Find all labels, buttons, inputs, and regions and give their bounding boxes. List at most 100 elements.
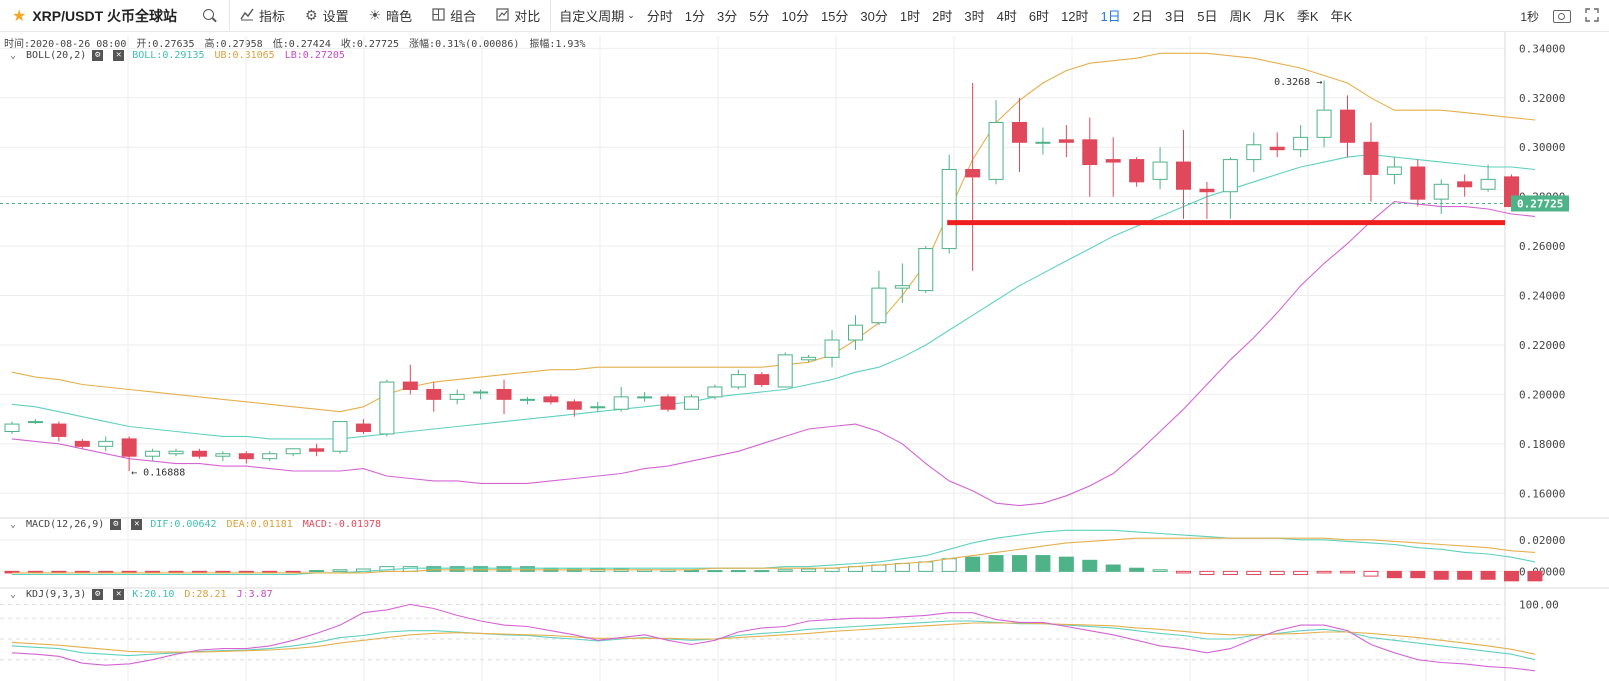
period-tab[interactable]: 12时: [1061, 9, 1089, 24]
candle-down: [1082, 139, 1098, 166]
macd-bar-positive: [777, 569, 793, 572]
period-tab[interactable]: 年K: [1330, 9, 1353, 24]
period-tab[interactable]: 10分: [781, 9, 809, 24]
compare-button[interactable]: 对比: [486, 0, 550, 32]
price-tick-label: 0.18000: [1519, 438, 1565, 451]
combo-button[interactable]: 组合: [422, 0, 486, 32]
period-tab[interactable]: 1时: [899, 9, 921, 24]
period-tab[interactable]: 月K: [1263, 9, 1285, 24]
candle-down: [965, 168, 981, 178]
period-tab[interactable]: 5分: [749, 9, 770, 24]
period-tab[interactable]: 1分: [684, 9, 706, 24]
candle-up: [4, 423, 20, 432]
macd-bar-negative: [1480, 570, 1496, 580]
candle-down: [1363, 141, 1379, 175]
candle-down: [1011, 122, 1027, 143]
macd-bar-positive: [707, 570, 723, 573]
candle-up: [918, 248, 934, 292]
period-tab[interactable]: 2时: [932, 9, 953, 24]
gear-icon: ⚙: [305, 7, 318, 23]
collapse-chevron-icon[interactable]: ⌄: [10, 589, 17, 600]
candle-down: [1058, 139, 1074, 143]
macd-bar-positive: [496, 566, 512, 572]
toolbar-right: 1秒: [1520, 0, 1599, 32]
star-icon[interactable]: ★: [12, 7, 27, 25]
period-tab[interactable]: 30分: [860, 9, 888, 24]
gear-icon[interactable]: ⚙: [92, 589, 104, 600]
macd-bar-negative: [1176, 570, 1191, 574]
grid-icon: [432, 7, 445, 24]
settings-button[interactable]: ⚙ 设置: [295, 0, 359, 32]
period-tab[interactable]: 4时: [996, 9, 1017, 24]
min-price-label: ← 0.16888: [131, 467, 185, 478]
close-icon[interactable]: ✕: [113, 50, 125, 61]
macd-legend: ⌄ MACD(12,26,9) ⚙ ✕ DIF:0.00642 DEA:0.01…: [4, 519, 391, 530]
period-tab[interactable]: 2日: [1132, 9, 1153, 24]
ohlc-low: 低:0.27424: [272, 39, 331, 50]
symbol-selector[interactable]: ★ XRP/USDT 火币全球站: [0, 0, 230, 32]
candle-down: [1199, 188, 1215, 193]
gear-icon[interactable]: ⚙: [92, 50, 104, 61]
price-tick-label: 0.30000: [1519, 141, 1565, 154]
compare-label: 对比: [514, 9, 541, 24]
kdj-k-value: K:20.10: [132, 589, 175, 600]
macd-bar-negative: [1222, 570, 1238, 576]
search-icon[interactable]: [203, 8, 217, 23]
close-icon[interactable]: ✕: [113, 589, 125, 600]
boll-upper-line: [11, 52, 1536, 413]
macd-dea-line: [12, 537, 1536, 574]
period-tab[interactable]: 15分: [820, 9, 849, 24]
period-tab[interactable]: 分时: [646, 9, 673, 24]
period-tab[interactable]: 3日: [1165, 9, 1186, 24]
kdj-j-line: [11, 603, 1536, 672]
collapse-chevron-icon[interactable]: ⌄: [10, 50, 17, 61]
macd-bar-positive: [473, 566, 489, 572]
candle-up: [215, 453, 231, 457]
period-tab[interactable]: 周K: [1229, 9, 1252, 24]
kdj-name: KDJ(9,3,3): [26, 589, 87, 600]
candle-down: [566, 401, 582, 410]
macd-bar-positive: [965, 556, 981, 572]
boll-ub-value: UB:0.31065: [214, 50, 275, 61]
candle-up: [824, 339, 840, 358]
candle-up: [449, 393, 465, 400]
period-tab[interactable]: 3分: [717, 9, 738, 24]
collapse-chevron-icon[interactable]: ⌄: [10, 519, 17, 530]
candle-up: [98, 440, 114, 447]
macd-bar-negative: [1246, 570, 1262, 576]
period-tab[interactable]: 3时: [964, 9, 985, 24]
candle-up: [262, 453, 278, 460]
macd-bar-positive: [1129, 567, 1145, 572]
close-icon[interactable]: ✕: [131, 519, 143, 530]
last-price-label: 0.27725: [1517, 197, 1563, 210]
candle-down: [238, 453, 254, 460]
macd-bar-negative: [1199, 570, 1215, 576]
macd-bar-positive: [1011, 555, 1027, 572]
gear-icon[interactable]: ⚙: [110, 519, 122, 530]
refresh-interval[interactable]: 1秒: [1520, 9, 1539, 24]
macd-bar-positive: [519, 566, 535, 572]
macd-bar-positive: [309, 570, 325, 573]
candle-down: [1105, 159, 1121, 163]
indicators-button[interactable]: 指标: [230, 0, 295, 32]
macd-bar-negative: [1293, 570, 1309, 576]
compare-icon: [496, 7, 509, 24]
candle-up: [1316, 109, 1332, 138]
camera-icon[interactable]: [1553, 9, 1571, 23]
macd-dif-value: DIF:0.00642: [150, 519, 217, 530]
period-tab[interactable]: 1日: [1100, 9, 1121, 24]
boll-mid-value: BOLL:0.29135: [132, 50, 205, 61]
combo-label: 组合: [450, 9, 477, 24]
period-tab[interactable]: 季K: [1296, 9, 1319, 24]
custom-period-dropdown[interactable]: 自定义周期 ⌄: [551, 0, 641, 32]
period-tab[interactable]: 6时: [1028, 9, 1050, 24]
period-tab[interactable]: 5日: [1197, 9, 1218, 24]
period-tabs: 分时 1分 3分 5分 10分 15分 30分 1时 2时 3时 4时 6时 12时 1日 2日 3日 5日 周K…: [641, 0, 1358, 32]
kdj-j-value: J:3.87: [236, 589, 273, 600]
candle-up: [1293, 136, 1309, 151]
theme-button[interactable]: ☀ 暗色: [359, 0, 423, 32]
price-tick-label: 0.34000: [1519, 42, 1565, 55]
macd-bar-positive: [1105, 564, 1121, 572]
expand-icon[interactable]: [1585, 7, 1599, 25]
chart-canvas[interactable]: 0.340000.320000.300000.280000.260000.240…: [0, 32, 1609, 681]
